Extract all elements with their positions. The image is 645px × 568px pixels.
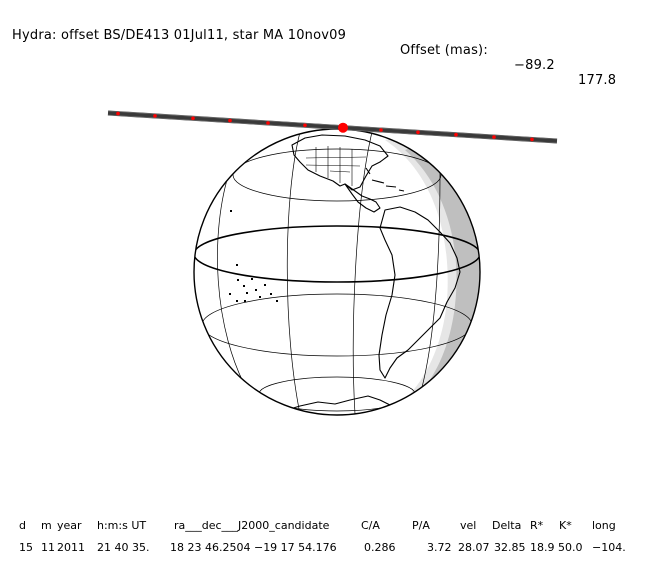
plot-title: Hydra: offset BS/DE413 01Jul11, star MA …	[12, 13, 616, 88]
time-tick	[303, 123, 307, 128]
shadow-path	[107, 110, 558, 144]
us-state-borders	[305, 146, 367, 186]
pacific-islands	[229, 210, 278, 302]
time-tick	[116, 111, 120, 116]
time-tick	[454, 132, 458, 137]
title-text: Hydra: offset BS/DE413 01Jul11, star MA …	[12, 28, 347, 43]
caribbean-islands	[365, 167, 405, 192]
antarctica-outline	[279, 395, 406, 413]
time-ticks	[116, 111, 534, 142]
time-tick	[153, 114, 157, 118]
time-tick	[530, 137, 534, 142]
meridian	[217, 169, 251, 396]
time-tick	[416, 130, 420, 135]
shadow-path-edge	[107, 110, 558, 140]
offset-label: Offset (mas):	[400, 43, 488, 58]
central-america-outline	[344, 183, 381, 213]
occultation-track	[107, 110, 558, 144]
coastlines	[279, 134, 461, 413]
time-tick	[191, 116, 195, 121]
south-america-outline	[378, 206, 461, 379]
north-america-outline	[291, 134, 389, 191]
time-tick	[266, 121, 270, 125]
equator	[194, 225, 480, 283]
offset-ra-value: −89.2	[514, 58, 555, 73]
globe-disk	[194, 129, 480, 415]
meridian	[419, 171, 441, 396]
offset-dec-value: 177.8	[578, 73, 617, 88]
shadow-path-edge	[107, 114, 558, 144]
parallel	[232, 148, 442, 202]
time-tick	[228, 118, 232, 123]
central-instant-marker	[338, 122, 348, 133]
time-tick	[379, 128, 383, 132]
time-tick	[492, 135, 496, 139]
meridian	[352, 131, 373, 415]
